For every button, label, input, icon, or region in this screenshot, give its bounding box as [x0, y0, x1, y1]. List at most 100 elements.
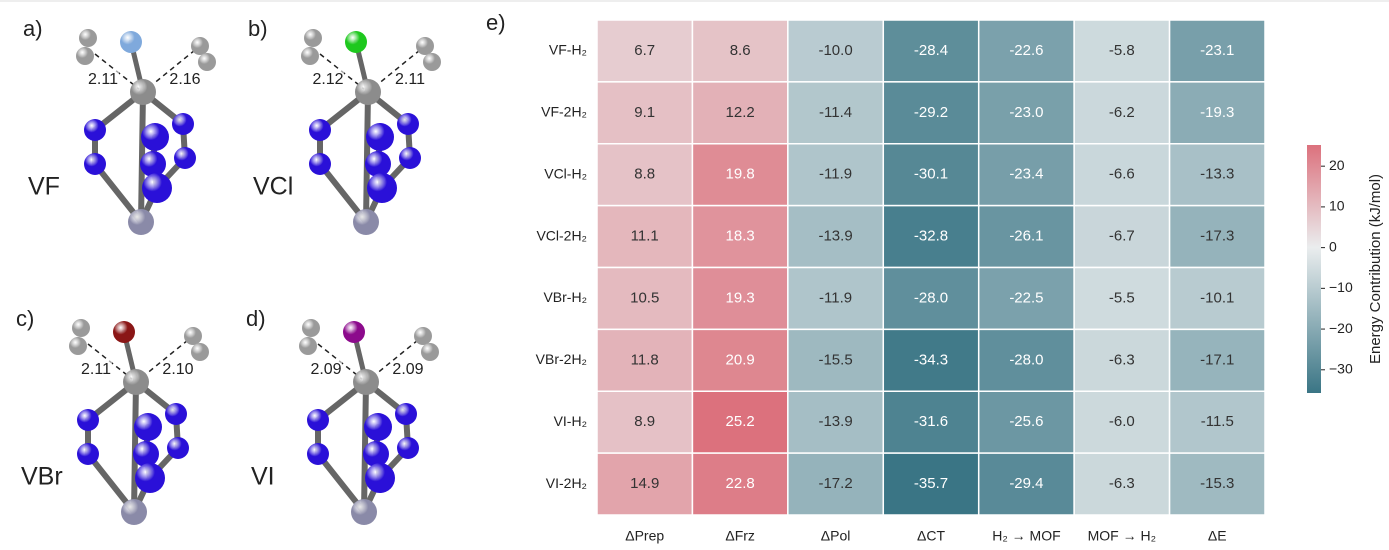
cell-value: 12.2	[726, 104, 755, 121]
atom	[399, 147, 421, 169]
atom	[345, 31, 367, 53]
atom	[397, 437, 419, 459]
atom	[416, 37, 434, 55]
atom	[121, 499, 147, 525]
cell-value: -34.3	[914, 351, 948, 368]
panel-label: e)	[486, 10, 506, 35]
molecule-name: VI	[251, 463, 275, 491]
atom	[309, 119, 331, 141]
row-label: VI-H₂	[554, 413, 587, 429]
cell-value: 19.3	[726, 289, 755, 306]
atom	[128, 209, 154, 235]
atom	[135, 463, 165, 493]
atom	[353, 209, 379, 235]
row-label: VBr-2H₂	[536, 351, 587, 367]
cell-value: -23.1	[1200, 42, 1234, 59]
cell-value: -6.3	[1109, 475, 1135, 492]
molecule-panel: c)VBr2.112.10	[16, 306, 209, 525]
cell-value: -31.6	[914, 413, 948, 430]
atom	[133, 441, 159, 467]
cell-value: -30.1	[914, 166, 948, 183]
atom	[421, 343, 439, 361]
cell-value: -22.6	[1009, 42, 1043, 59]
row-label: VBr-H₂	[543, 289, 587, 305]
atom	[365, 151, 391, 177]
distance-label: 2.16	[169, 71, 200, 88]
cell-value: -17.3	[1200, 228, 1234, 245]
atom	[76, 47, 94, 65]
cell-value: -23.0	[1009, 104, 1043, 121]
atom	[134, 413, 162, 441]
cell-value: -35.7	[914, 475, 948, 492]
cell-value: -29.2	[914, 104, 948, 121]
cell-value: -6.0	[1109, 413, 1135, 430]
cell-value: -29.4	[1009, 475, 1043, 492]
colorbar-tick-label: −20	[1329, 320, 1353, 336]
column-label: H₂ → MOF	[992, 528, 1060, 544]
atom	[191, 343, 209, 361]
molecule-panel: a)VF2.112.16	[23, 16, 216, 235]
cell-value: -17.2	[818, 475, 852, 492]
cell-value: -22.5	[1009, 289, 1043, 306]
atom	[120, 31, 142, 53]
colorbar-tick-label: 10	[1329, 198, 1345, 214]
cell-value: 18.3	[726, 228, 755, 245]
colorbar-tick-label: 20	[1329, 157, 1345, 173]
atom	[198, 53, 216, 71]
cell-value: -26.1	[1009, 228, 1043, 245]
atom	[79, 29, 97, 47]
cell-value: -28.4	[914, 42, 948, 59]
cell-value: -6.2	[1109, 104, 1135, 121]
cell-value: -15.3	[1200, 475, 1234, 492]
atom	[77, 443, 99, 465]
row-label: VI-2H₂	[546, 475, 587, 491]
cell-value: -11.5	[1201, 413, 1234, 430]
cell-value: 10.5	[630, 289, 659, 306]
atom	[113, 321, 135, 343]
column-label: ΔPol	[821, 528, 851, 544]
molecule-name: VF	[28, 173, 60, 201]
atom	[307, 443, 329, 465]
cell-value: -32.8	[914, 228, 948, 245]
cell-value: -15.5	[818, 351, 852, 368]
atom	[172, 113, 194, 135]
atom	[77, 409, 99, 431]
colorbar-tick-label: −10	[1329, 279, 1353, 295]
cell-value: -5.5	[1109, 289, 1135, 306]
cell-value: -13.9	[818, 413, 852, 430]
cell-value: 22.8	[726, 475, 755, 492]
atom	[165, 403, 187, 425]
atom	[343, 321, 365, 343]
molecule-panel: d)VI2.092.09	[246, 306, 439, 525]
atom	[84, 153, 106, 175]
cell-value: 20.9	[726, 351, 755, 368]
atom	[414, 327, 432, 345]
cell-value: -28.0	[1009, 351, 1043, 368]
distance-label: 2.12	[312, 71, 343, 88]
cell-value: -5.8	[1109, 42, 1135, 59]
row-label: VCl-H₂	[544, 165, 587, 181]
atom	[299, 337, 317, 355]
atom	[191, 37, 209, 55]
cell-value: 25.2	[726, 413, 755, 430]
panel-label: c)	[16, 306, 34, 331]
cell-value: -17.1	[1200, 351, 1234, 368]
column-label: ΔE	[1208, 528, 1227, 544]
column-label: ΔFrz	[725, 528, 755, 544]
atom	[304, 29, 322, 47]
atom	[397, 113, 419, 135]
distance-label: 2.11	[88, 71, 118, 88]
cell-value: 19.8	[726, 166, 755, 183]
atom	[69, 337, 87, 355]
atom	[363, 441, 389, 467]
cell-value: -19.3	[1200, 104, 1234, 121]
atom	[84, 119, 106, 141]
cell-value: 11.8	[631, 351, 659, 368]
atom	[351, 499, 377, 525]
column-label: ΔCT	[917, 528, 945, 544]
atom	[353, 369, 379, 395]
colorbar-label: Energy Contribution (kJ/mol)	[1367, 174, 1384, 364]
cell-value: -11.9	[819, 289, 852, 306]
colorbar-tick-label: 0	[1329, 238, 1337, 254]
